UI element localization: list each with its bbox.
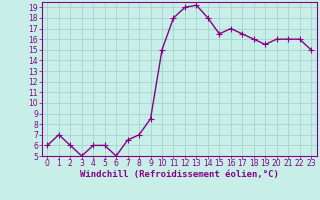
X-axis label: Windchill (Refroidissement éolien,°C): Windchill (Refroidissement éolien,°C): [80, 170, 279, 179]
